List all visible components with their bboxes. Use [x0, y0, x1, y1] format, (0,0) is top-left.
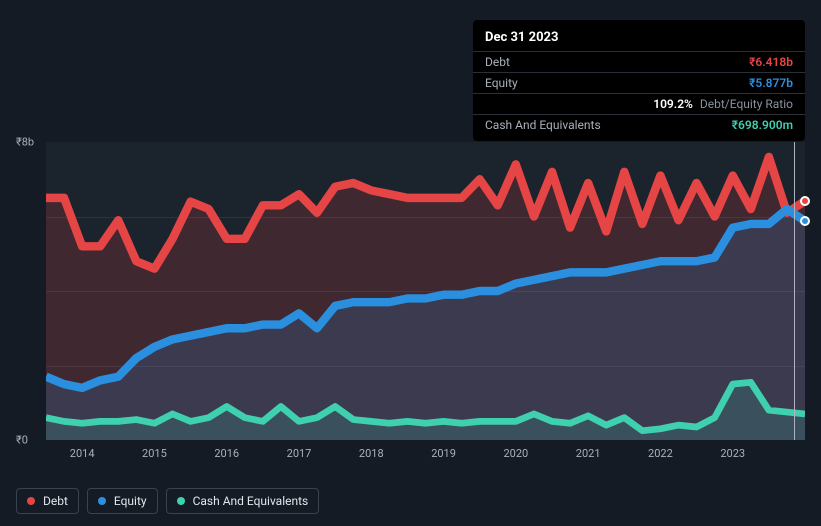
tooltip-row: 109.2% Debt/Equity Ratio: [473, 93, 805, 114]
tooltip-row: Debt₹6.418b: [473, 51, 805, 72]
legend: Debt Equity Cash And Equivalents: [16, 488, 319, 514]
plot-svg: [46, 142, 805, 440]
legend-item[interactable]: Equity: [87, 488, 158, 514]
x-axis-label: 2014: [70, 447, 95, 460]
x-axis-label: 2021: [576, 447, 601, 460]
x-axis-label: 2020: [503, 447, 528, 460]
tooltip-date: Dec 31 2023: [473, 26, 805, 51]
tooltip-row: Cash And Equivalents₹698.900m: [473, 114, 805, 135]
hover-line: [794, 142, 795, 440]
x-axis-label: 2018: [359, 447, 384, 460]
legend-dot-icon: [27, 497, 35, 505]
series-end-dot: [800, 216, 810, 226]
legend-label: Debt: [43, 494, 68, 508]
x-axis-label: 2023: [720, 447, 745, 460]
legend-label: Cash And Equivalents: [193, 494, 309, 508]
legend-item[interactable]: Cash And Equivalents: [166, 488, 320, 514]
x-axis-label: 2022: [648, 447, 673, 460]
series-end-dot: [800, 196, 810, 206]
x-axis-label: 2019: [431, 447, 456, 460]
chart-area: ₹0 ₹8b 2014 2015 2016 2017 2018 2019 2020 2021 20…: [16, 120, 805, 470]
legend-label: Equity: [114, 494, 147, 508]
x-axis-label: 2016: [214, 447, 239, 460]
y-axis-label: ₹0: [16, 434, 28, 447]
y-axis-label: ₹8b: [16, 136, 34, 149]
tooltip-row: Equity₹5.877b: [473, 72, 805, 93]
x-axis-label: 2017: [287, 447, 312, 460]
legend-dot-icon: [98, 497, 106, 505]
legend-dot-icon: [177, 497, 185, 505]
chart-tooltip: Dec 31 2023 Debt₹6.418bEquity₹5.877b109.…: [473, 20, 805, 141]
legend-item[interactable]: Debt: [16, 488, 79, 514]
x-axis-label: 2015: [142, 447, 167, 460]
